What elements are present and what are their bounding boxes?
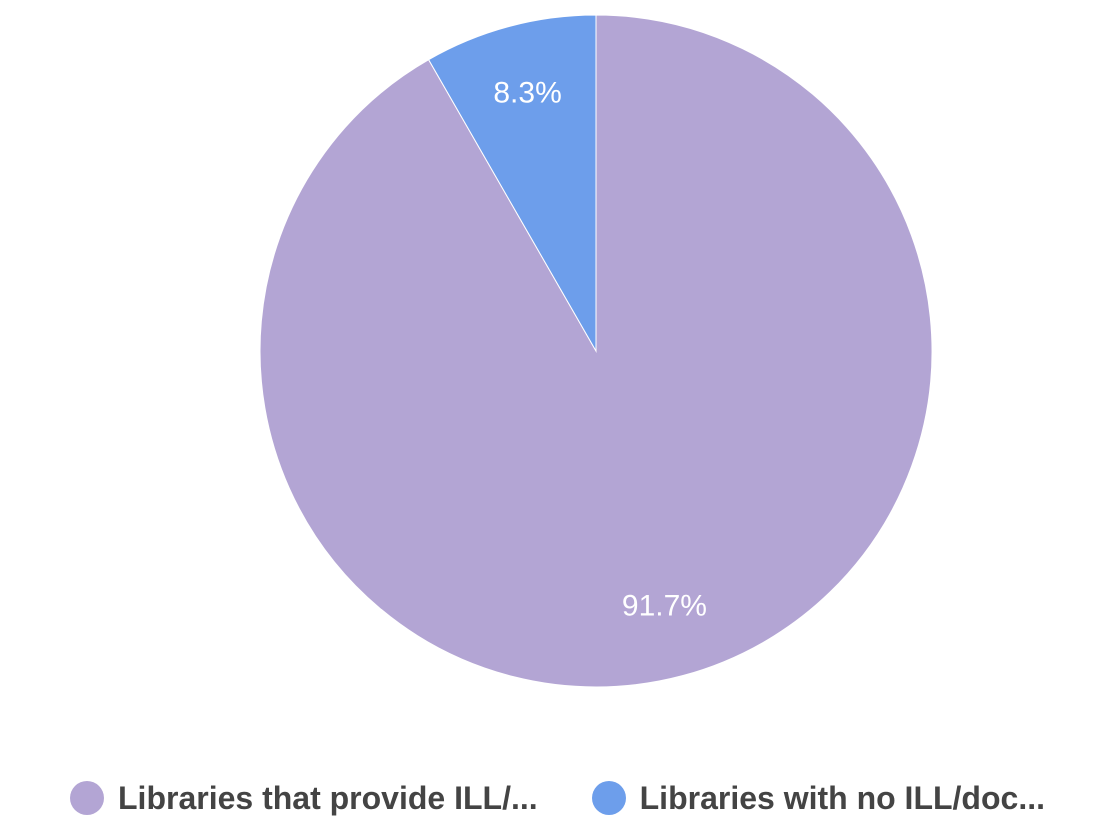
legend-swatch [70, 781, 104, 815]
pie-slices [259, 14, 933, 688]
legend-swatch [591, 781, 626, 815]
legend: Libraries that provide ILL/... Libraries… [70, 776, 1099, 819]
slice-value-label: 91.7% [622, 589, 707, 622]
pie-plot: 91.7% 8.3% [259, 14, 933, 688]
pie-labels: 91.7% 8.3% [493, 76, 707, 622]
legend-item[interactable]: Libraries with no ILL/doc... [591, 779, 1045, 817]
slice-value-label: 8.3% [493, 76, 561, 109]
legend-label: Libraries that provide ILL/... [118, 779, 538, 816]
pie-slice[interactable] [427, 14, 597, 353]
legend-item[interactable]: Libraries that provide ILL/... [70, 780, 538, 817]
legend-label: Libraries with no ILL/doc... [639, 779, 1045, 816]
